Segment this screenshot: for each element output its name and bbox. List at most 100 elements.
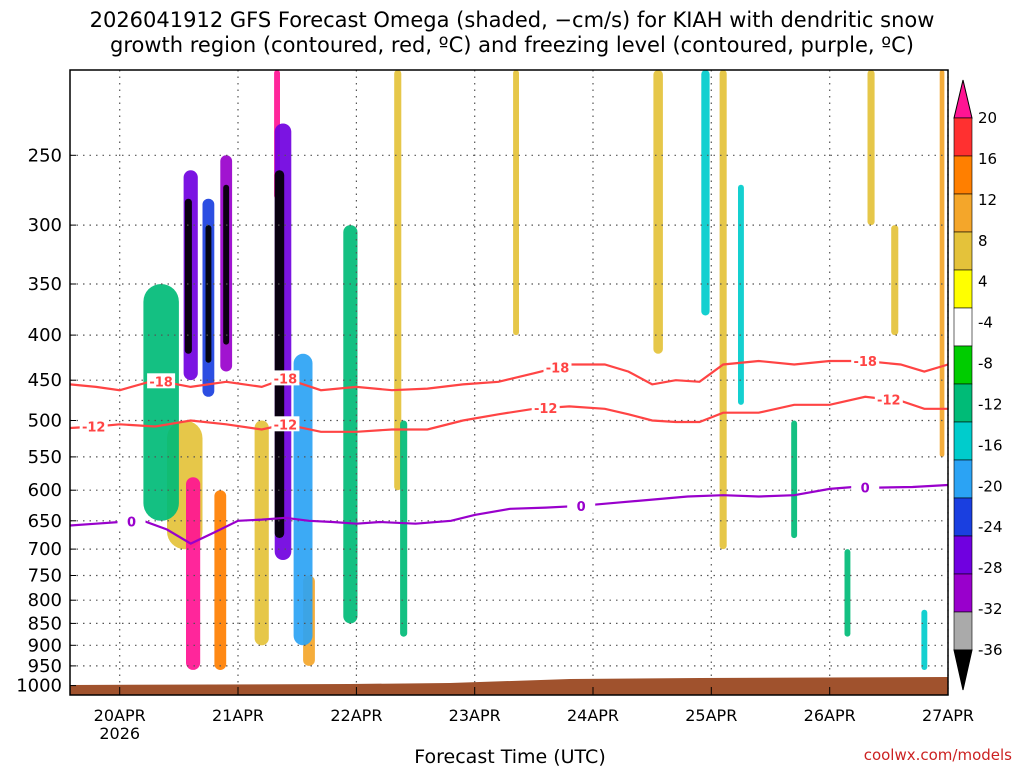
colorbar-band: [953, 193, 973, 233]
colorbar-label: -12: [978, 396, 1003, 414]
y-tick-label: 350: [28, 274, 62, 295]
omega-patch: [653, 70, 663, 354]
omega-patch: [701, 70, 710, 316]
colorbar-label: -36: [978, 641, 1003, 659]
contour-label: -12: [82, 421, 106, 436]
x-axis-label: Forecast Time (UTC): [414, 746, 605, 768]
contour-label-bg: [531, 400, 560, 415]
temperature-contours: -18 -18 -18 -18 -12 -12 -12 -12 0 0 0: [70, 353, 948, 545]
omega-patch: [184, 198, 192, 354]
plot-frame: [69, 69, 949, 696]
colorbar-label: -28: [978, 559, 1003, 577]
contour-label: -18: [546, 362, 570, 377]
colorbar-label: 20: [978, 109, 997, 127]
contour-line-0: [70, 483, 948, 545]
x-tick-label: 23APR: [449, 706, 501, 725]
y-tick-label: 800: [28, 590, 62, 611]
y-tick-label: 400: [28, 325, 62, 346]
colorbar-label: 4: [978, 273, 988, 291]
colorbar-label: 12: [978, 191, 997, 209]
omega-patch: [891, 225, 899, 336]
chart-title-line1: 2026041912 GFS Forecast Omega (shaded, −…: [90, 8, 935, 32]
x-tick-label: 24APR: [567, 706, 619, 725]
y-tick-label: 850: [28, 613, 62, 634]
x-tick-sublabel: 2026: [99, 724, 140, 743]
colorbar-band: [953, 231, 973, 271]
colorbar-band: [953, 117, 973, 157]
contour-label-bg: [117, 513, 146, 529]
x-tick-label: 21APR: [212, 706, 264, 725]
chart-title-line2: growth region (contoured, red, ºC) and f…: [110, 33, 914, 57]
omega-patch: [791, 420, 798, 539]
contour-label: -18: [149, 375, 173, 390]
contour-label: -12: [534, 402, 558, 417]
omega-patch: [143, 284, 179, 521]
contour-line-minus18: [70, 359, 948, 392]
x-tick-label: 27APR: [922, 706, 974, 725]
omega-patch: [844, 549, 851, 637]
y-tick-label: 650: [28, 511, 62, 532]
colorbar-band: [953, 535, 973, 575]
omega-shading: [143, 70, 945, 670]
x-tick-label: 22APR: [330, 706, 382, 725]
contour-label: -18: [853, 355, 877, 370]
colorbar: 20 16 12 8 4 -4 -8 -12 -16 -20 -24 -28 -32 -36: [953, 79, 1003, 691]
contour-label: -12: [877, 394, 901, 409]
y-tick-label: 900: [28, 635, 62, 656]
colorbar-band: [953, 383, 973, 423]
omega-patch: [343, 225, 358, 624]
colorbar-band: [953, 611, 973, 651]
colorbar-band: [953, 573, 973, 613]
colorbar-label: -20: [978, 477, 1003, 495]
omega-patch: [205, 225, 212, 363]
credit-text: coolwx.com/models: [864, 746, 1012, 764]
omega-patch: [394, 70, 402, 491]
omega-patch: [867, 70, 875, 226]
contour-label-bg: [874, 391, 903, 407]
colorbar-label: -24: [978, 518, 1003, 536]
colorbar-label: -32: [978, 600, 1003, 618]
y-tick-label: 300: [28, 215, 62, 236]
y-tick-label: 500: [28, 411, 62, 432]
contour-label-bg: [851, 479, 880, 495]
omega-patch: [921, 609, 928, 670]
y-tick-label: 450: [28, 370, 62, 391]
colorbar-label: 8: [978, 232, 988, 250]
omega-patch: [254, 420, 269, 646]
omega-patch: [186, 477, 201, 670]
colorbar-top-triangle: [953, 79, 973, 119]
colorbar-label: -4: [978, 314, 993, 332]
colorbar-band: [953, 497, 973, 537]
contour-label: 0: [127, 515, 136, 530]
y-tick-label: 550: [28, 447, 62, 468]
omega-patch: [274, 170, 285, 539]
colorbar-band: [953, 459, 973, 499]
colorbar-bottom-triangle: [953, 649, 973, 691]
omega-patch: [513, 70, 519, 336]
omega-patch: [214, 490, 227, 670]
y-tick-label: 250: [28, 145, 62, 166]
x-tick-label: 26APR: [804, 706, 856, 725]
omega-patch: [223, 184, 230, 345]
omega-patch: [939, 70, 945, 457]
colorbar-label: -16: [978, 436, 1003, 454]
contour-label: -12: [274, 418, 298, 433]
y-tick-label: 750: [28, 566, 62, 587]
y-axis: 2503003504004505005506006507007508008509…: [16, 145, 76, 697]
contour-label: 0: [577, 500, 586, 515]
colorbar-band: [953, 269, 973, 309]
colorbar-band: [953, 421, 973, 461]
y-tick-label: 700: [28, 539, 62, 560]
colorbar-label: -8: [978, 355, 993, 373]
colorbar-band: [953, 307, 973, 347]
colorbar-band: [953, 345, 973, 385]
colorbar-band: [953, 155, 973, 195]
contour-label-bg: [271, 416, 300, 432]
contour-label: -18: [274, 372, 298, 387]
plot-background: [70, 70, 948, 695]
contour-label-bg: [567, 497, 596, 513]
contour-label-bg: [271, 370, 300, 386]
contour-label: 0: [861, 481, 870, 496]
